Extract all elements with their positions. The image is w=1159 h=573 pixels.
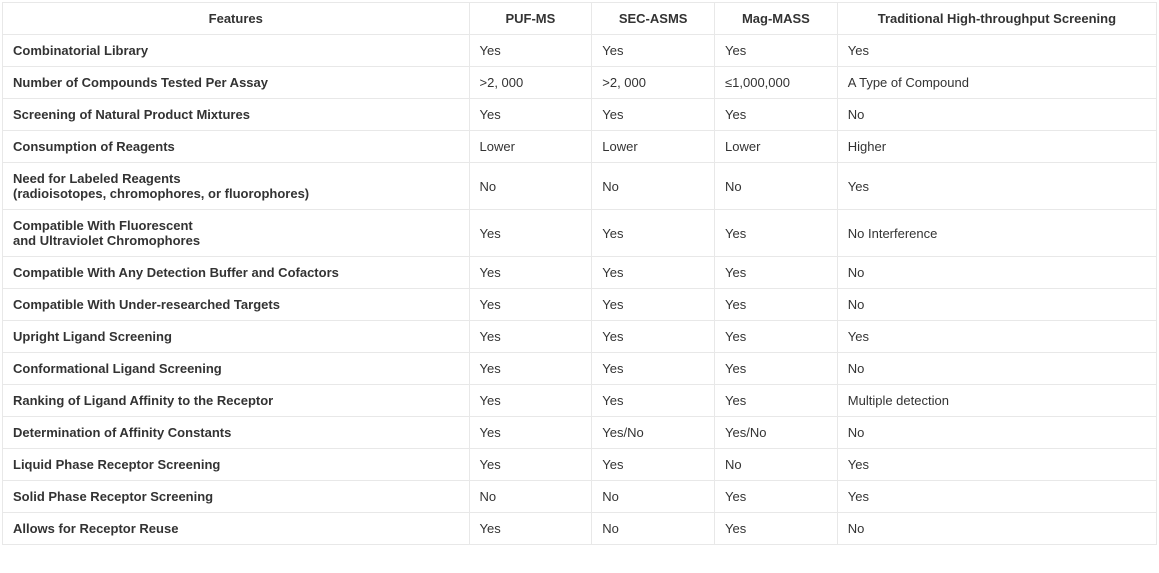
value-cell: >2, 000 — [469, 67, 592, 99]
feature-cell: Number of Compounds Tested Per Assay — [3, 67, 470, 99]
table-row: Determination of Affinity ConstantsYesYe… — [3, 417, 1157, 449]
table-header-row: Features PUF-MS SEC-ASMS Mag-MASS Tradit… — [3, 3, 1157, 35]
value-cell: Yes — [715, 99, 838, 131]
value-cell: >2, 000 — [592, 67, 715, 99]
feature-cell: Allows for Receptor Reuse — [3, 513, 470, 545]
value-cell: No — [715, 449, 838, 481]
value-cell: No Interference — [837, 210, 1156, 257]
header-features: Features — [3, 3, 470, 35]
value-cell: Yes — [715, 257, 838, 289]
value-cell: Yes — [715, 385, 838, 417]
value-cell: Yes — [715, 481, 838, 513]
value-cell: Yes — [837, 321, 1156, 353]
table-row: Compatible With Any Detection Buffer and… — [3, 257, 1157, 289]
value-cell: No — [592, 163, 715, 210]
value-cell: Yes — [469, 289, 592, 321]
value-cell: Yes — [715, 289, 838, 321]
value-cell: A Type of Compound — [837, 67, 1156, 99]
value-cell: No — [837, 513, 1156, 545]
value-cell: Yes — [469, 210, 592, 257]
value-cell: Yes — [592, 99, 715, 131]
value-cell: Yes — [469, 99, 592, 131]
value-cell: Yes — [592, 289, 715, 321]
feature-cell: Need for Labeled Reagents (radioisotopes… — [3, 163, 470, 210]
value-cell: No — [837, 99, 1156, 131]
feature-cell: Conformational Ligand Screening — [3, 353, 470, 385]
table-row: Need for Labeled Reagents (radioisotopes… — [3, 163, 1157, 210]
value-cell: Yes — [715, 210, 838, 257]
value-cell: Yes — [592, 257, 715, 289]
header-traditional: Traditional High-throughput Screening — [837, 3, 1156, 35]
value-cell: Higher — [837, 131, 1156, 163]
feature-cell: Upright Ligand Screening — [3, 321, 470, 353]
value-cell: Yes — [837, 163, 1156, 210]
value-cell: Yes — [469, 417, 592, 449]
value-cell: Yes/No — [592, 417, 715, 449]
feature-cell: Compatible With Under-researched Targets — [3, 289, 470, 321]
header-puf-ms: PUF-MS — [469, 3, 592, 35]
feature-cell: Liquid Phase Receptor Screening — [3, 449, 470, 481]
value-cell: Yes/No — [715, 417, 838, 449]
value-cell: Yes — [469, 35, 592, 67]
value-cell: ≤1,000,000 — [715, 67, 838, 99]
feature-cell: Determination of Affinity Constants — [3, 417, 470, 449]
feature-cell: Solid Phase Receptor Screening — [3, 481, 470, 513]
feature-cell: Ranking of Ligand Affinity to the Recept… — [3, 385, 470, 417]
value-cell: Yes — [592, 210, 715, 257]
table-header: Features PUF-MS SEC-ASMS Mag-MASS Tradit… — [3, 3, 1157, 35]
table-row: Ranking of Ligand Affinity to the Recept… — [3, 385, 1157, 417]
value-cell: Yes — [469, 449, 592, 481]
table-row: Liquid Phase Receptor ScreeningYesYesNoY… — [3, 449, 1157, 481]
feature-cell: Compatible With Any Detection Buffer and… — [3, 257, 470, 289]
value-cell: Yes — [837, 35, 1156, 67]
value-cell: Lower — [469, 131, 592, 163]
value-cell: Yes — [592, 321, 715, 353]
value-cell: No — [592, 481, 715, 513]
value-cell: No — [469, 481, 592, 513]
value-cell: Yes — [469, 513, 592, 545]
value-cell: No — [837, 353, 1156, 385]
value-cell: Yes — [715, 353, 838, 385]
comparison-table: Features PUF-MS SEC-ASMS Mag-MASS Tradit… — [2, 2, 1157, 545]
value-cell: Yes — [592, 353, 715, 385]
value-cell: Lower — [592, 131, 715, 163]
table-row: Compatible With Under-researched Targets… — [3, 289, 1157, 321]
value-cell: Yes — [469, 353, 592, 385]
table-row: Consumption of ReagentsLowerLowerLowerHi… — [3, 131, 1157, 163]
value-cell: Yes — [592, 35, 715, 67]
value-cell: No — [592, 513, 715, 545]
value-cell: Yes — [715, 321, 838, 353]
value-cell: Yes — [715, 35, 838, 67]
header-sec-asms: SEC-ASMS — [592, 3, 715, 35]
feature-cell: Screening of Natural Product Mixtures — [3, 99, 470, 131]
value-cell: Yes — [592, 449, 715, 481]
table-row: Number of Compounds Tested Per Assay>2, … — [3, 67, 1157, 99]
value-cell: No — [837, 289, 1156, 321]
value-cell: Yes — [592, 385, 715, 417]
table-row: Allows for Receptor ReuseYesNoYesNo — [3, 513, 1157, 545]
value-cell: Multiple detection — [837, 385, 1156, 417]
header-mag-mass: Mag-MASS — [715, 3, 838, 35]
feature-cell: Consumption of Reagents — [3, 131, 470, 163]
table-row: Screening of Natural Product MixturesYes… — [3, 99, 1157, 131]
value-cell: Yes — [469, 385, 592, 417]
value-cell: Lower — [715, 131, 838, 163]
feature-cell: Combinatorial Library — [3, 35, 470, 67]
value-cell: Yes — [837, 449, 1156, 481]
value-cell: Yes — [469, 321, 592, 353]
table-row: Compatible With Fluorescent and Ultravio… — [3, 210, 1157, 257]
table-row: Combinatorial LibraryYesYesYesYes — [3, 35, 1157, 67]
value-cell: Yes — [837, 481, 1156, 513]
table-row: Conformational Ligand ScreeningYesYesYes… — [3, 353, 1157, 385]
value-cell: No — [469, 163, 592, 210]
value-cell: No — [837, 257, 1156, 289]
value-cell: No — [715, 163, 838, 210]
table-body: Combinatorial LibraryYesYesYesYesNumber … — [3, 35, 1157, 545]
value-cell: Yes — [715, 513, 838, 545]
feature-cell: Compatible With Fluorescent and Ultravio… — [3, 210, 470, 257]
table-row: Upright Ligand ScreeningYesYesYesYes — [3, 321, 1157, 353]
value-cell: Yes — [469, 257, 592, 289]
table-row: Solid Phase Receptor ScreeningNoNoYesYes — [3, 481, 1157, 513]
value-cell: No — [837, 417, 1156, 449]
